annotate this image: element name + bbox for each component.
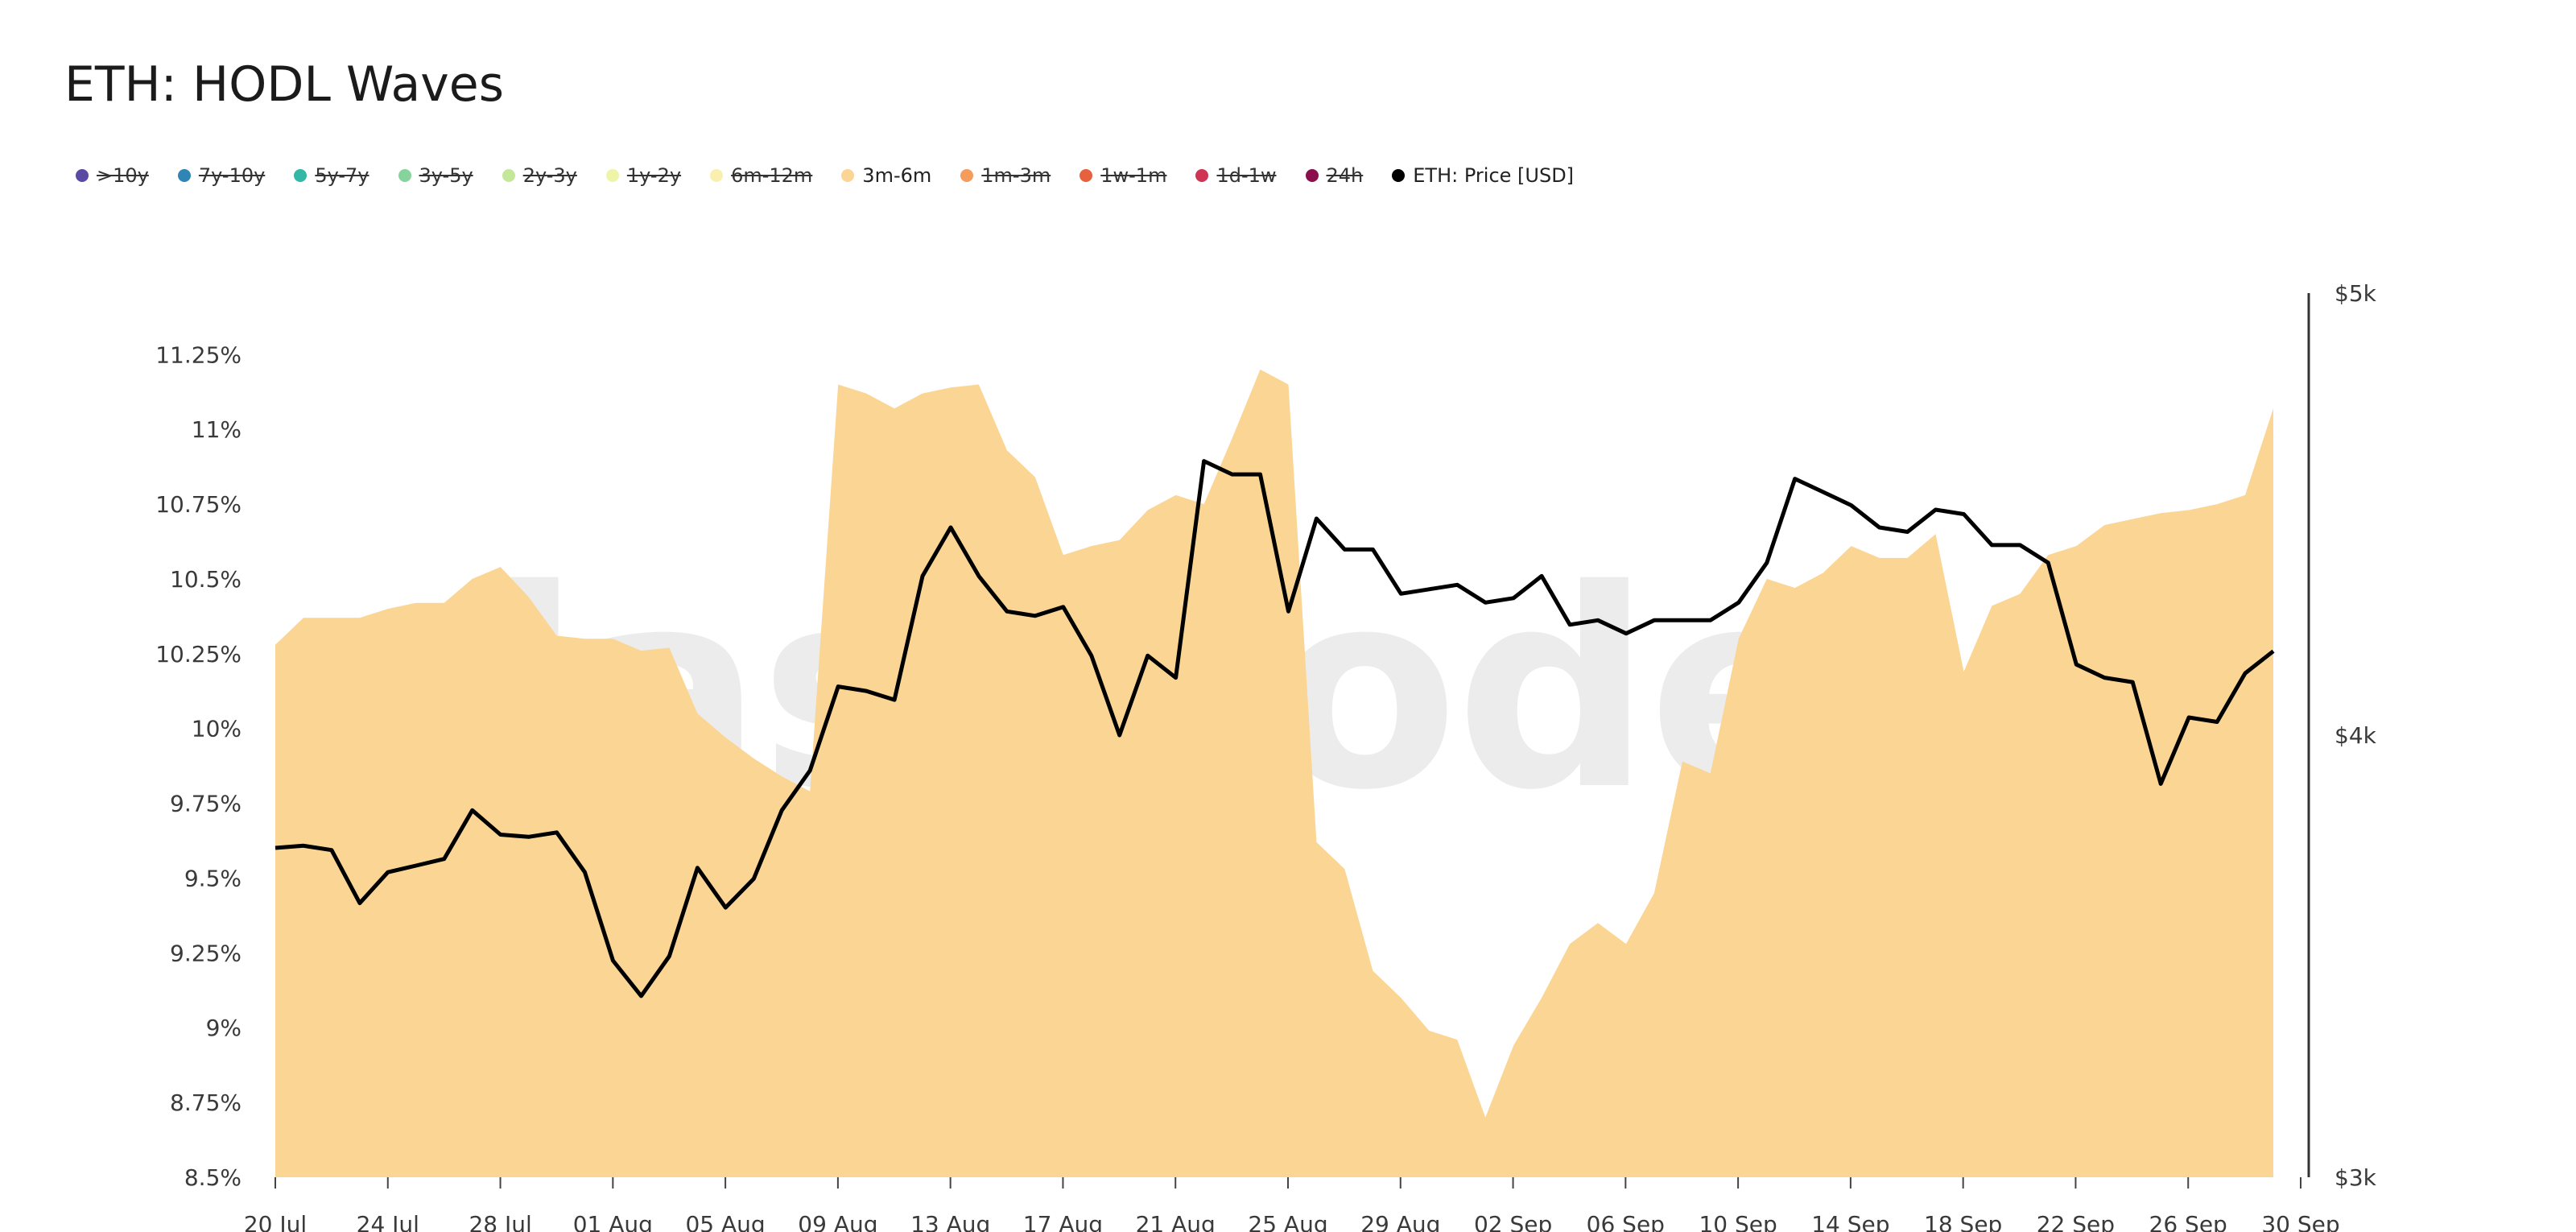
x-tick-label: 24 Jul [357, 1211, 419, 1232]
x-tick-label: 22 Sep [2037, 1211, 2115, 1232]
x-tick-label: 26 Sep [2149, 1211, 2227, 1232]
legend-dot-icon [1080, 169, 1093, 182]
price-line-series [275, 459, 2275, 998]
x-tick-label: 10 Sep [1699, 1211, 1777, 1232]
legend-dot-icon [502, 169, 515, 182]
y-left-tick-label: 9% [206, 1015, 242, 1041]
legend-label: >10y [97, 164, 149, 187]
legend-item[interactable]: >10y [76, 164, 149, 187]
legend-item[interactable]: 1d-1w [1195, 164, 1277, 187]
x-tick-label: 02 Sep [1474, 1211, 1552, 1232]
x-tick-label: 21 Aug [1136, 1211, 1216, 1232]
legend-label: 7y-10y [198, 164, 266, 187]
legend-item[interactable]: 2y-3y [502, 164, 577, 187]
y-left-tick-label: 11% [192, 416, 242, 443]
axes-group: 8.5% 8.75% 9% 9.25% 9.5% 9.75% 10% 10.25% 10.5% 1… [155, 280, 2376, 1232]
area-series-3m-6m [275, 369, 2273, 1177]
x-tick-label: 01 Aug [573, 1211, 653, 1232]
legend-dot-icon [710, 169, 724, 182]
legend-label: 3y-5y [419, 164, 473, 187]
y-right-tick-label: $3k [2334, 1164, 2377, 1191]
legend-item[interactable]: ETH: Price [USD] [1392, 164, 1574, 187]
legend-item[interactable]: 6m-12m [710, 164, 812, 187]
x-tick-label: 29 Aug [1360, 1211, 1440, 1232]
x-tick-label: 25 Aug [1248, 1211, 1327, 1232]
legend-dot-icon [294, 169, 308, 182]
y-left-tick-label: 11.25% [155, 341, 242, 368]
y-left-tick-label: 8.75% [170, 1089, 242, 1116]
x-tick-label: 30 Sep [2261, 1211, 2339, 1232]
y-left-tick-label: 9.5% [184, 866, 242, 892]
legend-label: ETH: Price [USD] [1413, 164, 1575, 187]
legend-dot-icon [1195, 169, 1209, 182]
line-series-group [275, 459, 2275, 998]
legend-item[interactable]: 3y-5y [398, 164, 473, 187]
y-left-tick-label: 8.5% [184, 1164, 242, 1191]
legend-dot-icon [605, 169, 619, 182]
legend-dot-icon [76, 169, 89, 182]
y-left-tick-label: 10.75% [155, 491, 242, 518]
legend-label: 6m-12m [731, 164, 813, 187]
y-right-tick-label: $4k [2334, 722, 2377, 749]
legend-label: 2y-3y [522, 164, 577, 187]
y-left-tick-label: 9.25% [170, 940, 242, 966]
legend-item[interactable]: 1y-2y [605, 164, 682, 187]
legend-label: 1w-1m [1100, 164, 1167, 187]
legend-label: 5y-7y [315, 164, 369, 187]
legend-item[interactable]: 7y-10y [177, 164, 266, 187]
chart-legend: >10y 7y-10y 5y-7y 3y-5y 2y-3y 1y-2y 6m-12m 3m-6… [76, 164, 1574, 187]
x-tick-label: 17 Aug [1023, 1211, 1103, 1232]
legend-item[interactable]: 1w-1m [1080, 164, 1166, 187]
legend-label: 24h [1326, 164, 1364, 187]
legend-label: 1y-2y [626, 164, 682, 187]
x-tick-label: 05 Aug [685, 1211, 765, 1232]
legend-label: 1m-3m [981, 164, 1051, 187]
x-tick-label: 14 Sep [1811, 1211, 1889, 1232]
x-tick-label: 13 Aug [910, 1211, 990, 1232]
x-tick-label: 09 Aug [798, 1211, 877, 1232]
y-left-tick-label: 10.5% [170, 566, 242, 593]
x-tick-label: 28 Jul [469, 1211, 531, 1232]
legend-dot-icon [1392, 169, 1406, 182]
x-tick-label: 06 Sep [1587, 1211, 1665, 1232]
y-right-tick-label: $5k [2334, 280, 2377, 307]
chart-title: ETH: HODL Waves [64, 56, 504, 113]
legend-item[interactable]: 3m-6m [841, 164, 931, 187]
legend-dot-icon [398, 169, 411, 182]
legend-label: 3m-6m [862, 164, 932, 187]
y-left-tick-label: 9.75% [170, 791, 242, 817]
legend-dot-icon [841, 169, 855, 182]
area-series-group [275, 369, 2273, 1177]
legend-item[interactable]: 5y-7y [294, 164, 369, 187]
y-left-tick-label: 10% [192, 716, 242, 742]
legend-dot-icon [177, 169, 191, 182]
legend-label: 1d-1w [1216, 164, 1277, 187]
legend-dot-icon [1305, 169, 1319, 182]
legend-dot-icon [960, 169, 974, 182]
legend-item[interactable]: 1m-3m [960, 164, 1051, 187]
x-tick-label: 20 Jul [244, 1211, 307, 1232]
x-tick-label: 18 Sep [1924, 1211, 2002, 1232]
legend-item[interactable]: 24h [1305, 164, 1364, 187]
y-left-tick-label: 10.25% [155, 641, 242, 668]
